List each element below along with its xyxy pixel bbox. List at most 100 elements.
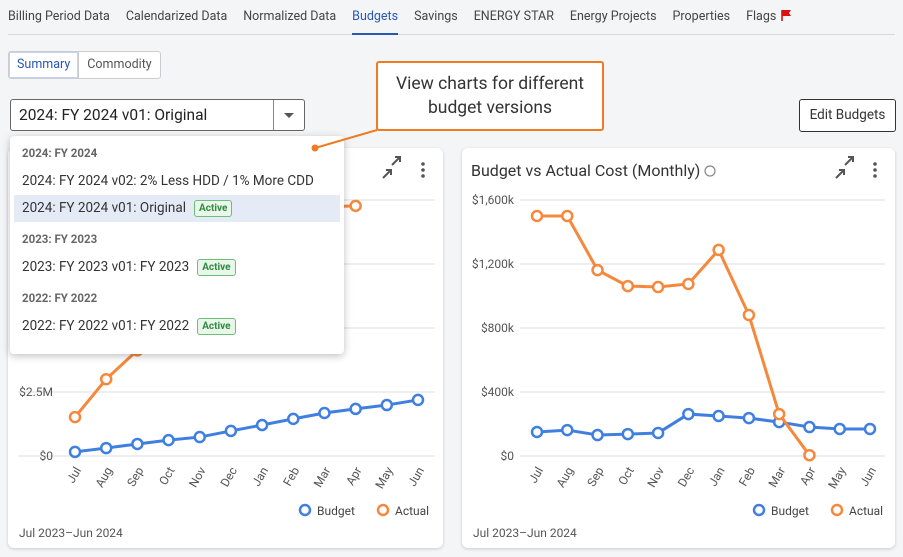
x-tick-label: Jul — [526, 465, 546, 486]
y-tick-label: $2.5M — [19, 385, 53, 399]
data-point — [561, 423, 574, 437]
y-tick-label: $0 — [40, 449, 54, 463]
tab[interactable]: Normalized Data — [243, 9, 337, 24]
item-label: 2022: FY 2022 v01: FY 2022 — [22, 318, 190, 334]
data-point — [287, 412, 300, 426]
y-tick-label: $400k — [481, 385, 515, 399]
data-point — [530, 209, 544, 223]
x-tick-label: Apr — [343, 465, 364, 488]
x-tick-label: Nov — [186, 464, 209, 489]
data-point — [349, 402, 362, 416]
legend-label: Budget — [771, 504, 809, 518]
expand-icon[interactable] — [835, 156, 854, 179]
dropdown-item[interactable]: 2024: FY 2024 v01: Original Active — [14, 195, 340, 222]
menu-icon[interactable] — [421, 162, 425, 178]
tab[interactable]: Properties — [672, 9, 731, 24]
data-point — [591, 428, 604, 442]
select-value: 2024: FY 2024 v01: Original — [19, 106, 208, 124]
data-point — [255, 418, 269, 432]
data-point — [68, 410, 82, 424]
view-toggle: Summary Commodity — [8, 51, 161, 79]
data-point — [318, 406, 331, 420]
x-tick-label: Aug — [554, 465, 577, 490]
chart-title: Budget vs Actual Cost (Monthly) — [471, 161, 700, 180]
y-tick-label: $1,200k — [472, 257, 515, 271]
data-point — [224, 424, 238, 438]
expand-icon[interactable] — [382, 156, 401, 179]
y-tick-label: $800k — [481, 321, 515, 335]
x-tick-label: Feb — [280, 464, 302, 488]
data-point — [162, 433, 175, 447]
group-label: 2024: FY 2024 — [22, 146, 98, 160]
data-point — [833, 422, 846, 436]
legend-label: Actual — [395, 504, 429, 518]
data-point — [561, 209, 574, 223]
status-badge: Active — [197, 318, 236, 335]
info-icon[interactable] — [704, 165, 716, 177]
data-point — [712, 409, 725, 423]
legend-label: Actual — [849, 504, 883, 518]
tab[interactable]: Calendarized Data — [125, 9, 228, 24]
edit-budgets-button[interactable]: Edit Budgets — [799, 99, 896, 132]
tab[interactable]: Flags — [746, 0, 792, 34]
x-tick-label: Oct — [156, 464, 177, 487]
version-dropdown: 2024: FY 2024 2024: FY 2024 v02: 2% Less … — [10, 136, 344, 354]
y-tick-label: $1,600k — [472, 193, 515, 207]
data-point — [712, 243, 725, 257]
legend-swatch — [298, 503, 312, 517]
group-label: 2022: FY 2022 — [22, 291, 98, 305]
callout-text: View charts for different budget version… — [395, 74, 585, 118]
arrow-icon — [284, 113, 294, 118]
data-point — [621, 427, 635, 441]
toggle-button[interactable]: Summary — [9, 52, 80, 78]
item-label: 2023: FY 2023 v01: FY 2023 — [22, 259, 190, 275]
data-point — [591, 263, 604, 277]
data-point — [863, 422, 877, 436]
legend-label: Budget — [317, 504, 355, 518]
tab[interactable]: Savings — [414, 9, 458, 24]
x-tick-label: Aug — [93, 465, 116, 490]
x-tick-label: Oct — [616, 464, 637, 487]
series-line — [537, 214, 811, 457]
data-point — [682, 277, 695, 291]
x-tick-label: Feb — [736, 464, 758, 488]
tab[interactable]: ENERGY STAR — [473, 9, 554, 24]
group-label: 2023: FY 2023 — [22, 232, 98, 246]
series-line — [74, 398, 419, 454]
data-point — [411, 393, 425, 407]
chart-footnote: Jul 2023–Jun 2024 — [473, 526, 577, 540]
legend-swatch — [830, 503, 844, 517]
dropdown-item[interactable]: 2023: FY 2023 v01: FY 2023 Active — [10, 254, 344, 281]
data-point — [651, 426, 665, 440]
chart: Budget vs Actual Cost (Monthly) $0 $400k $8… — [471, 156, 885, 540]
x-tick-label: May — [372, 464, 396, 491]
x-tick-label: Apr — [797, 465, 818, 488]
x-tick-label: Dec — [675, 465, 697, 490]
x-tick-label: Jan — [249, 465, 271, 489]
dropdown-item[interactable]: 2022: FY 2022 v01: FY 2022 Active — [10, 313, 344, 340]
menu-icon[interactable] — [873, 162, 877, 178]
version-select[interactable]: 2024: FY 2024 v01: Original — [10, 99, 305, 131]
item-label: 2024: FY 2024 v02: 2% Less HDD / 1% More… — [22, 173, 314, 189]
data-point — [742, 411, 756, 425]
tab[interactable]: Budgets — [352, 0, 399, 35]
chart-footnote: Jul 2023–Jun 2024 — [19, 526, 123, 540]
data-point — [380, 398, 394, 412]
tab[interactable]: Billing Period Data — [8, 9, 110, 24]
data-point — [772, 407, 786, 421]
select-arrow[interactable] — [273, 100, 304, 130]
legend-swatch — [376, 503, 390, 517]
status-badge: Active — [194, 200, 233, 217]
x-tick-label: Jun — [405, 465, 427, 489]
x-tick-label: Nov — [644, 464, 667, 489]
data-point — [621, 279, 635, 293]
legend-swatch — [752, 503, 766, 517]
x-tick-label: Sep — [584, 464, 606, 489]
data-point — [99, 372, 113, 386]
dropdown-item[interactable]: 2024: FY 2024 v02: 2% Less HDD / 1% More… — [10, 168, 344, 195]
y-tick-label: $0 — [501, 449, 515, 463]
x-tick-label: Mar — [311, 465, 334, 490]
tab[interactable]: Energy Projects — [569, 9, 657, 24]
toggle-button[interactable]: Commodity — [87, 57, 152, 72]
data-point — [651, 280, 665, 294]
